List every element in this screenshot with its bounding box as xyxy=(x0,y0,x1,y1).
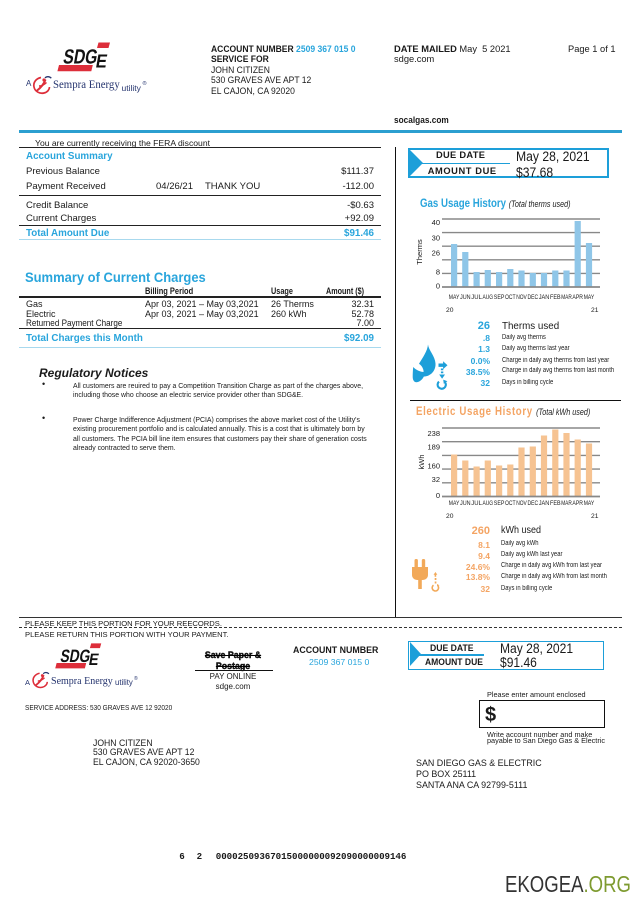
svg-text:DEC: DEC xyxy=(528,294,539,301)
svg-text:kWh: kWh xyxy=(417,455,426,470)
svg-text:JUN: JUN xyxy=(460,294,471,301)
svg-text:SEP: SEP xyxy=(494,294,505,301)
svg-text:MAR: MAR xyxy=(561,500,572,507)
svg-text:NOV: NOV xyxy=(516,500,527,507)
svg-text:JUL: JUL xyxy=(471,500,482,507)
svg-text:MAY: MAY xyxy=(449,500,460,507)
svg-text:238: 238 xyxy=(427,429,440,438)
svg-text:AUG: AUG xyxy=(483,294,494,301)
svg-text:0: 0 xyxy=(436,282,440,291)
svg-text:E: E xyxy=(94,52,109,73)
svg-text:MAY: MAY xyxy=(449,294,460,301)
svg-text:SDG: SDG xyxy=(59,645,92,665)
svg-text:APR: APR xyxy=(572,500,583,507)
svg-text:MAY: MAY xyxy=(584,500,595,507)
svg-text:0: 0 xyxy=(436,491,440,500)
svg-text:SEP: SEP xyxy=(494,500,505,507)
svg-text:JUL: JUL xyxy=(471,294,482,301)
svg-text:AUG: AUG xyxy=(483,500,494,507)
svg-text:FEB: FEB xyxy=(550,294,561,301)
svg-text:Therms: Therms xyxy=(415,239,424,265)
svg-text:APR: APR xyxy=(572,294,583,301)
svg-text:OCT: OCT xyxy=(505,294,516,301)
svg-text:20: 20 xyxy=(446,513,454,520)
svg-text:20: 20 xyxy=(446,307,454,314)
svg-text:MAR: MAR xyxy=(561,294,572,301)
svg-text:MAY: MAY xyxy=(584,294,595,301)
svg-text:E: E xyxy=(87,650,100,669)
svg-text:NOV: NOV xyxy=(516,294,527,301)
svg-text:32: 32 xyxy=(432,475,440,484)
svg-text:21: 21 xyxy=(591,307,599,314)
svg-text:189: 189 xyxy=(427,443,440,452)
svg-text:21: 21 xyxy=(591,513,599,520)
svg-text:26: 26 xyxy=(432,249,440,258)
svg-text:8: 8 xyxy=(436,268,440,277)
svg-text:FEB: FEB xyxy=(550,500,561,507)
svg-text:DEC: DEC xyxy=(528,500,539,507)
svg-text:OCT: OCT xyxy=(505,500,516,507)
svg-text:40: 40 xyxy=(432,218,440,227)
svg-text:160: 160 xyxy=(427,462,440,471)
svg-text:30: 30 xyxy=(432,234,440,243)
svg-text:JUN: JUN xyxy=(460,500,471,507)
svg-text:JAN: JAN xyxy=(539,294,550,301)
svg-text:SDG: SDG xyxy=(62,46,100,69)
svg-text:JAN: JAN xyxy=(539,500,550,507)
